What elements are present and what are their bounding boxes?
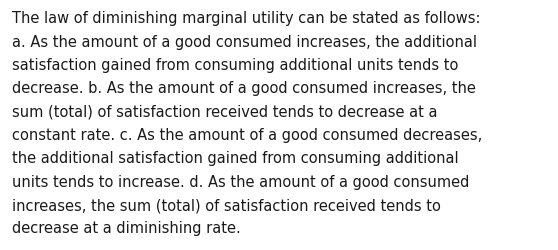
- Text: decrease. b. As the amount of a good consumed increases, the: decrease. b. As the amount of a good con…: [12, 81, 476, 96]
- Text: units tends to increase. d. As the amount of a good consumed: units tends to increase. d. As the amoun…: [12, 174, 470, 189]
- Text: The law of diminishing marginal utility can be stated as follows:: The law of diminishing marginal utility …: [12, 11, 481, 26]
- Text: constant rate. c. As the amount of a good consumed decreases,: constant rate. c. As the amount of a goo…: [12, 128, 483, 142]
- Text: increases, the sum (total) of satisfaction received tends to: increases, the sum (total) of satisfacti…: [12, 197, 441, 212]
- Text: decrease at a diminishing rate.: decrease at a diminishing rate.: [12, 220, 241, 236]
- Text: satisfaction gained from consuming additional units tends to: satisfaction gained from consuming addit…: [12, 58, 459, 73]
- Text: sum (total) of satisfaction received tends to decrease at a: sum (total) of satisfaction received ten…: [12, 104, 438, 119]
- Text: the additional satisfaction gained from consuming additional: the additional satisfaction gained from …: [12, 151, 459, 166]
- Text: a. As the amount of a good consumed increases, the additional: a. As the amount of a good consumed incr…: [12, 34, 477, 50]
